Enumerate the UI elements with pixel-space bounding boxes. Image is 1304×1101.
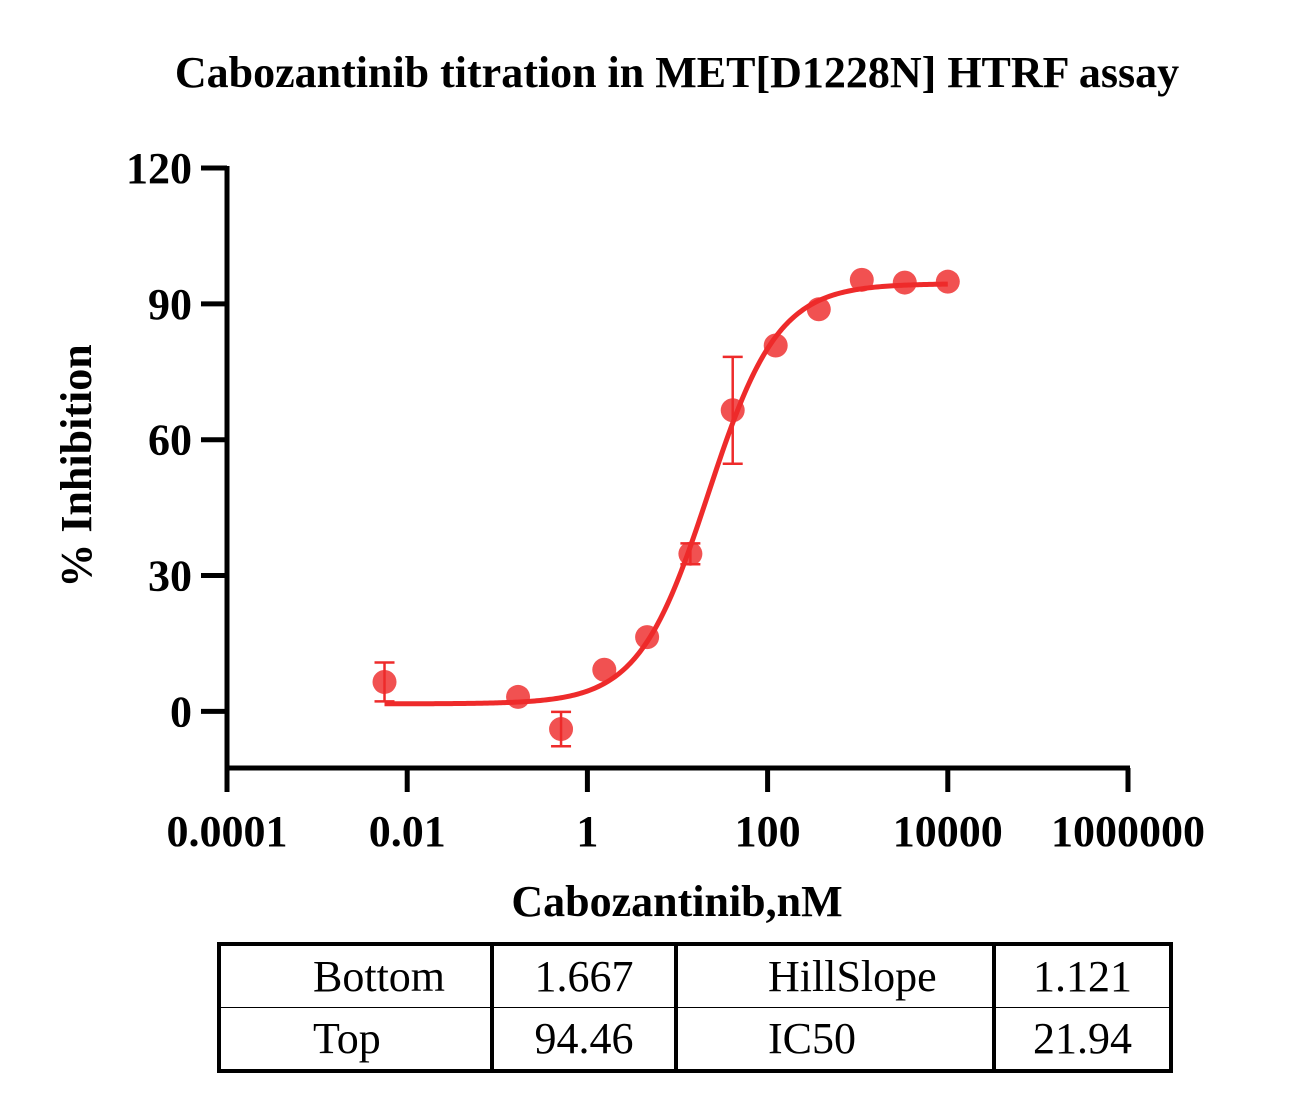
data-point: [506, 684, 531, 709]
x-tick-label: 100: [735, 807, 801, 856]
x-tick-label: 1000000: [1051, 807, 1205, 856]
y-tick-label: 0: [170, 687, 192, 736]
y-tick-label: 120: [126, 144, 192, 193]
param-value-bottom: 1.667: [492, 944, 678, 1008]
y-axis-ticks: 0 30 60 90 120: [126, 144, 227, 736]
data-point: [635, 625, 660, 650]
param-label-hillslope: HillSlope: [676, 944, 996, 1008]
data-point: [892, 270, 917, 295]
param-value-top: 94.46: [492, 1007, 678, 1071]
x-axis-label: Cabozantinib,nM: [511, 877, 842, 926]
x-tick-label: 0.01: [369, 807, 446, 856]
data-point: [806, 297, 831, 322]
data-point: [720, 398, 745, 423]
x-axis-ticks: 0.0001 0.01 1 100 10000 1000000: [167, 768, 1205, 856]
data-point: [678, 541, 703, 566]
data-point: [592, 657, 617, 682]
y-tick-label: 90: [148, 280, 192, 329]
data-point: [763, 333, 788, 358]
param-label-top: Top: [219, 1007, 494, 1071]
data-point: [849, 267, 874, 292]
data-point: [549, 717, 574, 742]
data-points: [372, 267, 960, 748]
table-row: Bottom 1.667 HillSlope 1.121: [219, 944, 1171, 1008]
y-tick-label: 30: [148, 552, 192, 601]
fit-curve: [384, 281, 948, 707]
chart-title: Cabozantinib titration in MET[D1228N] HT…: [175, 48, 1179, 97]
table-row: Top 94.46 IC50 21.94: [219, 1007, 1171, 1071]
fit-parameters-table: Bottom 1.667 HillSlope 1.121 Top 94.46 I…: [217, 942, 1173, 1073]
y-tick-label: 60: [148, 416, 192, 465]
x-tick-label: 0.0001: [167, 807, 288, 856]
y-axis-label: % Inhibition: [52, 344, 101, 587]
param-label-bottom: Bottom: [219, 944, 494, 1008]
param-value-hillslope: 1.121: [994, 944, 1171, 1008]
x-tick-label: 1: [576, 807, 598, 856]
data-point: [372, 669, 397, 694]
x-tick-label: 10000: [893, 807, 1003, 856]
param-label-ic50: IC50: [676, 1007, 996, 1071]
param-value-ic50: 21.94: [1033, 1014, 1132, 1063]
data-point: [935, 269, 960, 294]
dose-response-chart: Cabozantinib titration in MET[D1228N] HT…: [52, 48, 1205, 926]
